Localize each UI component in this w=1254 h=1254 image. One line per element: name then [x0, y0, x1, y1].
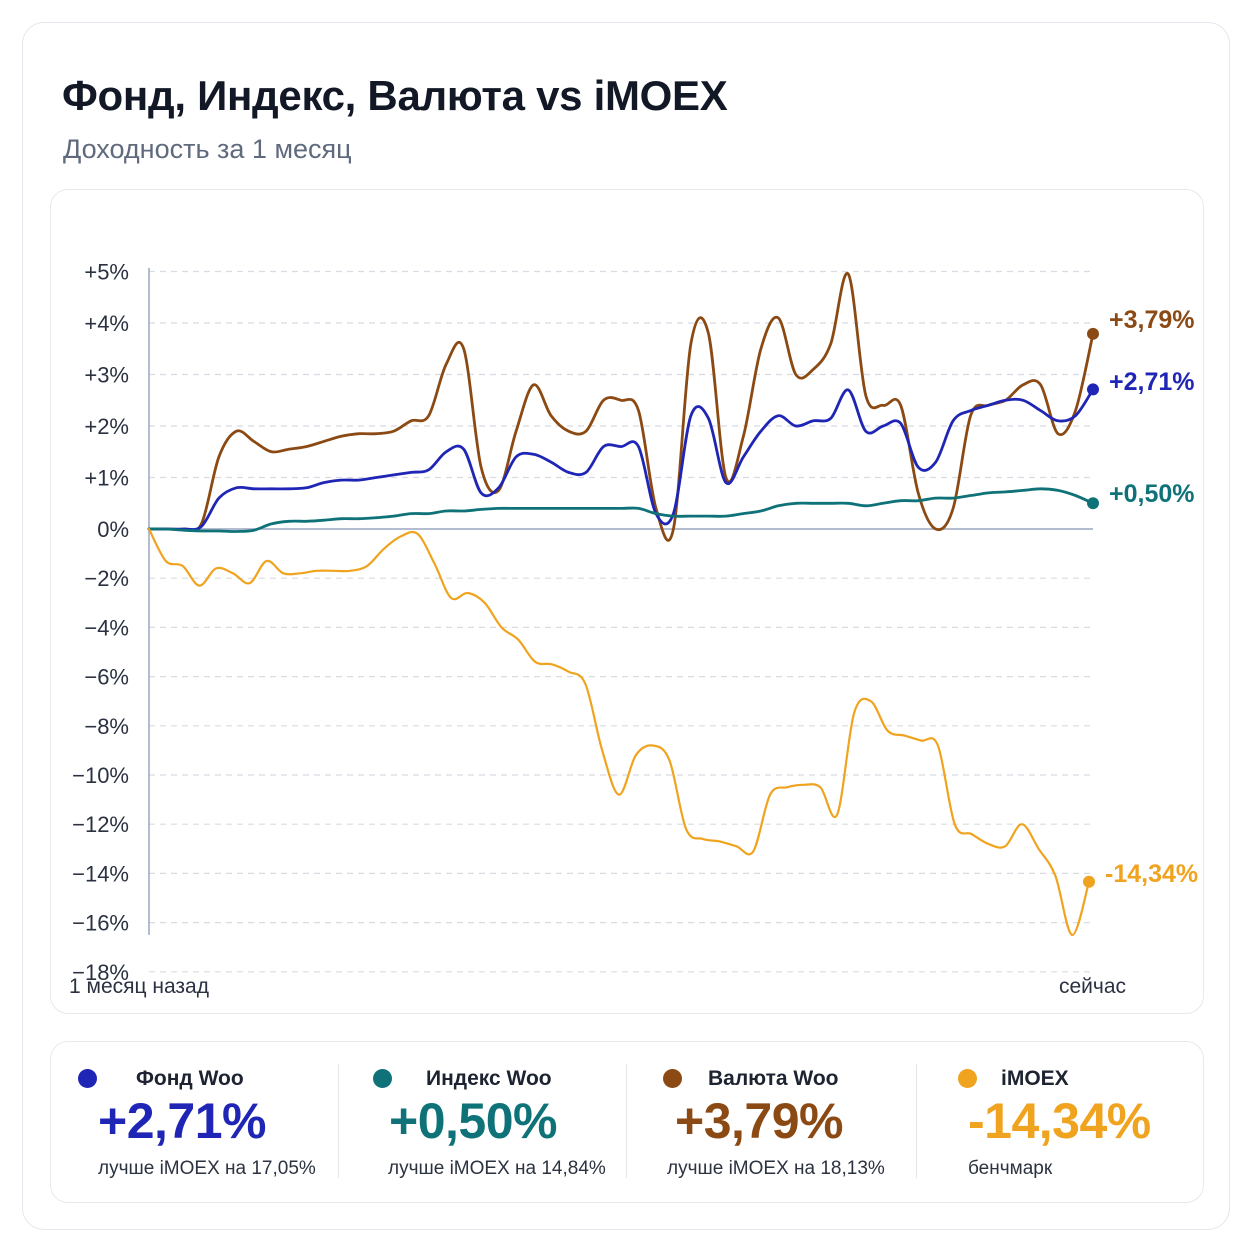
fund-dot-icon [78, 1069, 97, 1088]
y-tick-label: −6% [84, 665, 129, 690]
y-tick-label: −10% [72, 763, 129, 788]
y-tick-label: +2% [84, 414, 129, 439]
series-line-фонд-woo [147, 388, 1095, 531]
y-tick-label: +5% [84, 260, 129, 285]
index-dot-icon [373, 1069, 392, 1088]
legend-note: лучше iMOEX на 17,05% [98, 1158, 316, 1179]
legend-name: Индекс Woo [426, 1067, 552, 1090]
page-subtitle: Доходность за 1 месяц [63, 134, 352, 164]
y-tick-label: +3% [84, 363, 129, 388]
series-end-marker-imoex [1083, 875, 1095, 888]
series-end-label-валюта-woo: +3,79% [1109, 306, 1195, 334]
series-end-label-индекс-woo: +0,50% [1109, 480, 1195, 508]
series-end-marker-валюта-woo [1087, 327, 1099, 340]
legend-divider [916, 1064, 917, 1178]
legend-value: +2,71% [98, 1093, 266, 1149]
imoex-dot-icon [958, 1069, 977, 1088]
x-end-label: сейчас [1059, 975, 1126, 998]
y-tick-label: −12% [72, 812, 129, 837]
y-tick-label: 0% [97, 517, 129, 542]
legend-note: лучше iMOEX на 14,84% [388, 1158, 606, 1179]
legend-divider [626, 1064, 627, 1178]
y-tick-label: −14% [72, 861, 129, 886]
legend-note: лучше iMOEX на 18,13% [667, 1158, 885, 1179]
series-end-marker-индекс-woo [1087, 497, 1099, 510]
y-tick-label: +4% [84, 311, 129, 336]
legend-name: iMOEX [1001, 1067, 1069, 1090]
y-tick-label: −8% [84, 714, 129, 739]
y-tick-label: −18% [72, 960, 129, 985]
series-line-индекс-woo [147, 487, 1095, 533]
series-end-marker-фонд-woo [1087, 383, 1099, 396]
legend-value: -14,34% [968, 1093, 1151, 1149]
legend-note: бенчмарк [968, 1158, 1053, 1179]
legend-name: Валюта Woo [708, 1067, 839, 1090]
legend-value: +0,50% [389, 1093, 557, 1149]
legend-divider [338, 1064, 339, 1178]
y-tick-label: −4% [84, 615, 129, 640]
series-line-imoex [147, 527, 1091, 937]
legend-value: +3,79% [675, 1093, 843, 1149]
page-title: Фонд, Индекс, Валюта vs iMOEX [62, 72, 728, 119]
y-tick-label: −2% [84, 566, 129, 591]
series-end-label-imoex: -14,34% [1105, 860, 1198, 888]
series-end-label-фонд-woo: +2,71% [1109, 368, 1195, 396]
series-line-валюта-woo [147, 272, 1095, 542]
currency-dot-icon [663, 1069, 682, 1088]
legend-panel: Фонд Woo +2,71% лучше iMOEX на 17,05% Ин… [50, 1041, 1204, 1203]
x-start-label: 1 месяц назад [69, 975, 209, 998]
legend-name: Фонд Woo [136, 1067, 244, 1090]
chart-panel: +5% +4% +3% +2% +1% 0% −2% −4% −6% −8% −10% −12% −14… [50, 189, 1204, 1014]
y-tick-label: −16% [72, 911, 129, 936]
y-tick-label: +1% [84, 466, 129, 491]
returns-line-chart: +5% +4% +3% +2% +1% 0% −2% −4% −6% −8% −10% −12% −14… [69, 260, 1198, 999]
